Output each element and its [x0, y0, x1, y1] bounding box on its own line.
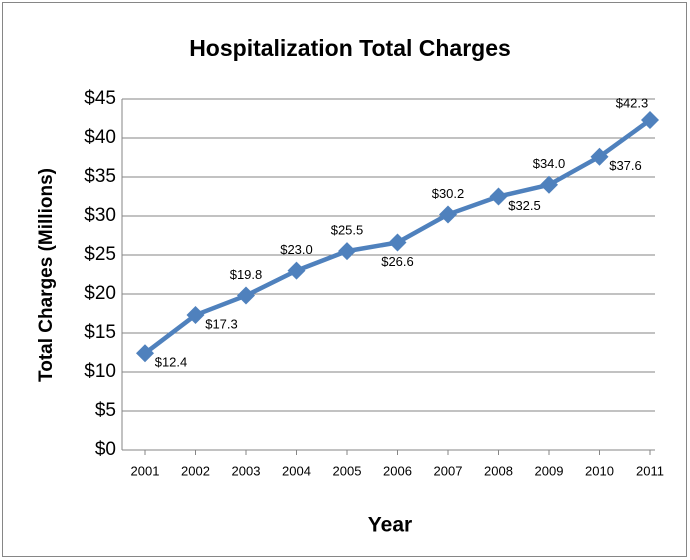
- y-tick-label: $10: [84, 361, 116, 382]
- data-label: $32.5: [508, 198, 541, 213]
- data-point: [388, 233, 407, 252]
- data-point: [489, 187, 508, 206]
- data-point: [186, 306, 205, 325]
- data-label: $42.3: [616, 95, 649, 110]
- data-point: [590, 147, 609, 166]
- y-tick-label: $30: [84, 205, 116, 226]
- x-axis-label: Year: [368, 514, 412, 537]
- chart-title: Hospitalization Total Charges: [189, 35, 511, 61]
- data-point: [287, 261, 306, 280]
- data-point: [641, 111, 659, 130]
- data-point: [237, 286, 255, 305]
- x-tick-label: 2011: [636, 463, 664, 478]
- data-label: $17.3: [205, 316, 238, 331]
- x-tick-label: 2005: [333, 463, 362, 478]
- y-tick-label: $20: [84, 283, 116, 304]
- x-tick-label: 2008: [484, 463, 513, 478]
- data-point: [540, 175, 558, 194]
- data-label: $34.0: [533, 156, 566, 171]
- x-tick-label: 2001: [131, 463, 160, 478]
- y-tick-label: $5: [95, 400, 116, 421]
- data-point: [439, 205, 457, 224]
- data-label: $12.4: [155, 355, 188, 370]
- data-point: [136, 344, 154, 363]
- y-tick-label: $0: [95, 439, 116, 460]
- y-tick-label: $15: [84, 322, 116, 343]
- data-label: $37.6: [609, 158, 642, 173]
- y-tick-label: $45: [84, 88, 116, 109]
- data-label: $26.6: [381, 254, 414, 269]
- data-label: $25.5: [331, 223, 364, 238]
- x-tick-label: 2006: [383, 463, 412, 478]
- data-point: [338, 242, 356, 261]
- data-label: $23.0: [280, 242, 313, 257]
- x-tick-label: 2002: [181, 463, 210, 478]
- x-tick-label: 2003: [232, 463, 261, 478]
- y-tick-label: $40: [84, 127, 116, 148]
- x-tick-label: 2009: [535, 463, 564, 478]
- x-tick-label: 2010: [585, 463, 614, 478]
- data-label: $30.2: [432, 186, 465, 201]
- x-tick-label: 2007: [434, 463, 463, 478]
- y-tick-label: $35: [84, 166, 116, 187]
- x-tick-label: 2004: [282, 463, 311, 478]
- y-tick-label: $25: [84, 244, 116, 265]
- data-label: $19.8: [230, 267, 263, 282]
- y-axis-label: Total Charges (Millions): [36, 168, 57, 382]
